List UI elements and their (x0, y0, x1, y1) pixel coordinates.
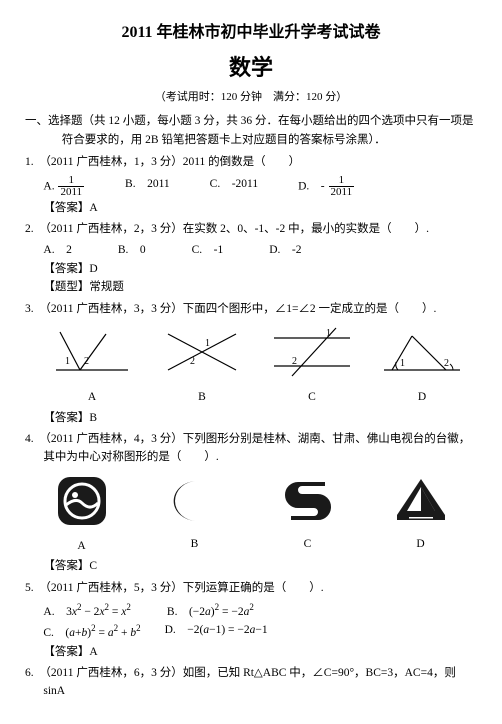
q2-stem: 2. （2011 广西桂林，2，3 分）在实数 2、0、-1、-2 中，最小的实… (25, 220, 477, 238)
q4-logo-b (163, 475, 227, 527)
q4-logo-c (280, 475, 336, 527)
q3-answer: 【答案】B (25, 409, 477, 427)
svg-text:2: 2 (84, 356, 89, 367)
q4-stem: 4. （2011 广西桂林，4，3 分）下列图形分别是桂林、湖南、甘肃、佛山电视… (25, 430, 477, 467)
q5-opt-a: A. 3x2 − 2x2 = x2 (43, 600, 131, 621)
q1-opt-a: A. (43, 180, 54, 192)
q2-opt-b: B. 0 (118, 241, 146, 259)
q5-options-row1: A. 3x2 − 2x2 = x2 B. (−2a)2 = −2a2 (25, 600, 477, 621)
svg-text:1: 1 (400, 358, 405, 369)
svg-text:2: 2 (444, 358, 449, 369)
q5-opt-c: C. (a+b)2 = a2 + b2 (43, 621, 140, 642)
q3-fig-c: 1 2 (270, 324, 354, 380)
q1-stem: 1. （2011 广西桂林，1，3 分）2011 的倒数是（ ） (25, 153, 477, 171)
q5-opt-b: B. (−2a)2 = −2a2 (167, 600, 254, 621)
q1-opt-b: B. 2011 (125, 175, 170, 199)
svg-text:1: 1 (205, 338, 210, 349)
q3-stem: 3. （2011 广西桂林，3，3 分）下面四个图形中，∠1=∠2 一定成立的是… (25, 300, 477, 318)
q5-stem: 5. （2011 广西桂林，5，3 分）下列运算正确的是（ ）. (25, 579, 477, 597)
q5-options-row2: C. (a+b)2 = a2 + b2 D. −2(a−1) = −2a−1 (25, 621, 477, 642)
q2-answer: 【答案】D (25, 260, 477, 278)
q3-fig-d: 1 2 (380, 324, 464, 380)
q2-type: 【题型】常规题 (25, 278, 477, 296)
page-subtitle: 数学 (25, 50, 477, 85)
q2-opt-a: A. 2 (43, 241, 71, 259)
q2-opt-c: C. -1 (192, 241, 224, 259)
q3-fig-a: 1 2 (50, 324, 134, 380)
q2-opt-d: D. -2 (269, 241, 301, 259)
exam-info: （考试用时：120 分钟 满分：120 分） (25, 89, 477, 107)
q1-frac-d: 1 2011 (329, 175, 355, 199)
q1-opt-d: D. - (298, 180, 325, 192)
q1-options: A. 1 2011 B. 2011 C. -2011 D. - 1 2011 (25, 175, 477, 199)
q4-logo-a (54, 473, 110, 529)
q3-fig-b: 1 2 (160, 324, 244, 380)
q1-frac-a: 1 2011 (58, 175, 84, 199)
q3-figures: 1 2 A 1 2 B 1 2 C 1 2 (25, 324, 477, 407)
page-title: 2011 年桂林市初中毕业升学考试试卷 (25, 20, 477, 46)
svg-text:1: 1 (326, 328, 331, 339)
q5-opt-d: D. −2(a−1) = −2a−1 (165, 621, 268, 642)
q1-opt-c: C. -2011 (210, 175, 258, 199)
section-1-heading: 一、选择题（共 12 小题，每小题 3 分，共 36 分．在每小题给出的四个选项… (25, 112, 477, 149)
svg-text:2: 2 (292, 356, 297, 367)
svg-text:1: 1 (65, 356, 70, 367)
q6-stem: 6. （2011 广西桂林，6，3 分）如图，已知 Rt△ABC 中，∠C=90… (25, 664, 477, 701)
q5-answer: 【答案】A (25, 643, 477, 661)
q4-logos: A B C D (25, 473, 477, 556)
svg-text:2: 2 (190, 356, 195, 367)
q4-logo-d (391, 475, 451, 527)
q2-options: A. 2 B. 0 C. -1 D. -2 (25, 241, 477, 259)
q1-answer: 【答案】A (25, 199, 477, 217)
q4-answer: 【答案】C (25, 557, 477, 575)
